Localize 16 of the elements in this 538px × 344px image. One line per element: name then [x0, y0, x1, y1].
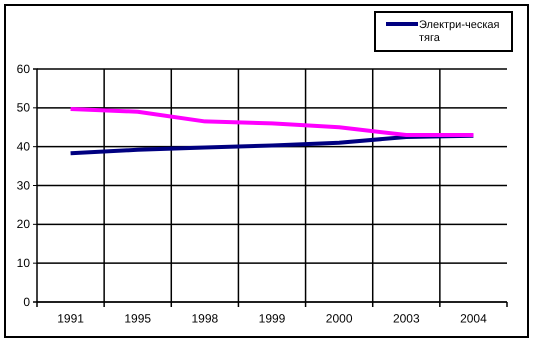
x-tick-label: 2004: [460, 312, 488, 326]
x-tick-label: 1995: [124, 312, 152, 326]
x-tick-label: 2000: [326, 312, 353, 326]
legend-label: Электри-ческая тяга: [419, 19, 500, 44]
y-tick-label: 40: [16, 140, 30, 154]
y-tick-label: 30: [16, 178, 30, 192]
y-tick-label: 60: [16, 62, 30, 76]
x-tick-label: 1998: [192, 312, 219, 326]
y-tick-label: 10: [16, 256, 30, 270]
y-tick-label: 0: [23, 294, 30, 309]
line-series: [68, 107, 476, 138]
x-tick-label: 1991: [57, 312, 84, 326]
x-tick-label: 2003: [392, 312, 420, 326]
y-tick-label: 20: [16, 217, 30, 232]
x-tick-label: 1999: [258, 312, 286, 326]
y-tick-label: 50: [16, 100, 30, 115]
